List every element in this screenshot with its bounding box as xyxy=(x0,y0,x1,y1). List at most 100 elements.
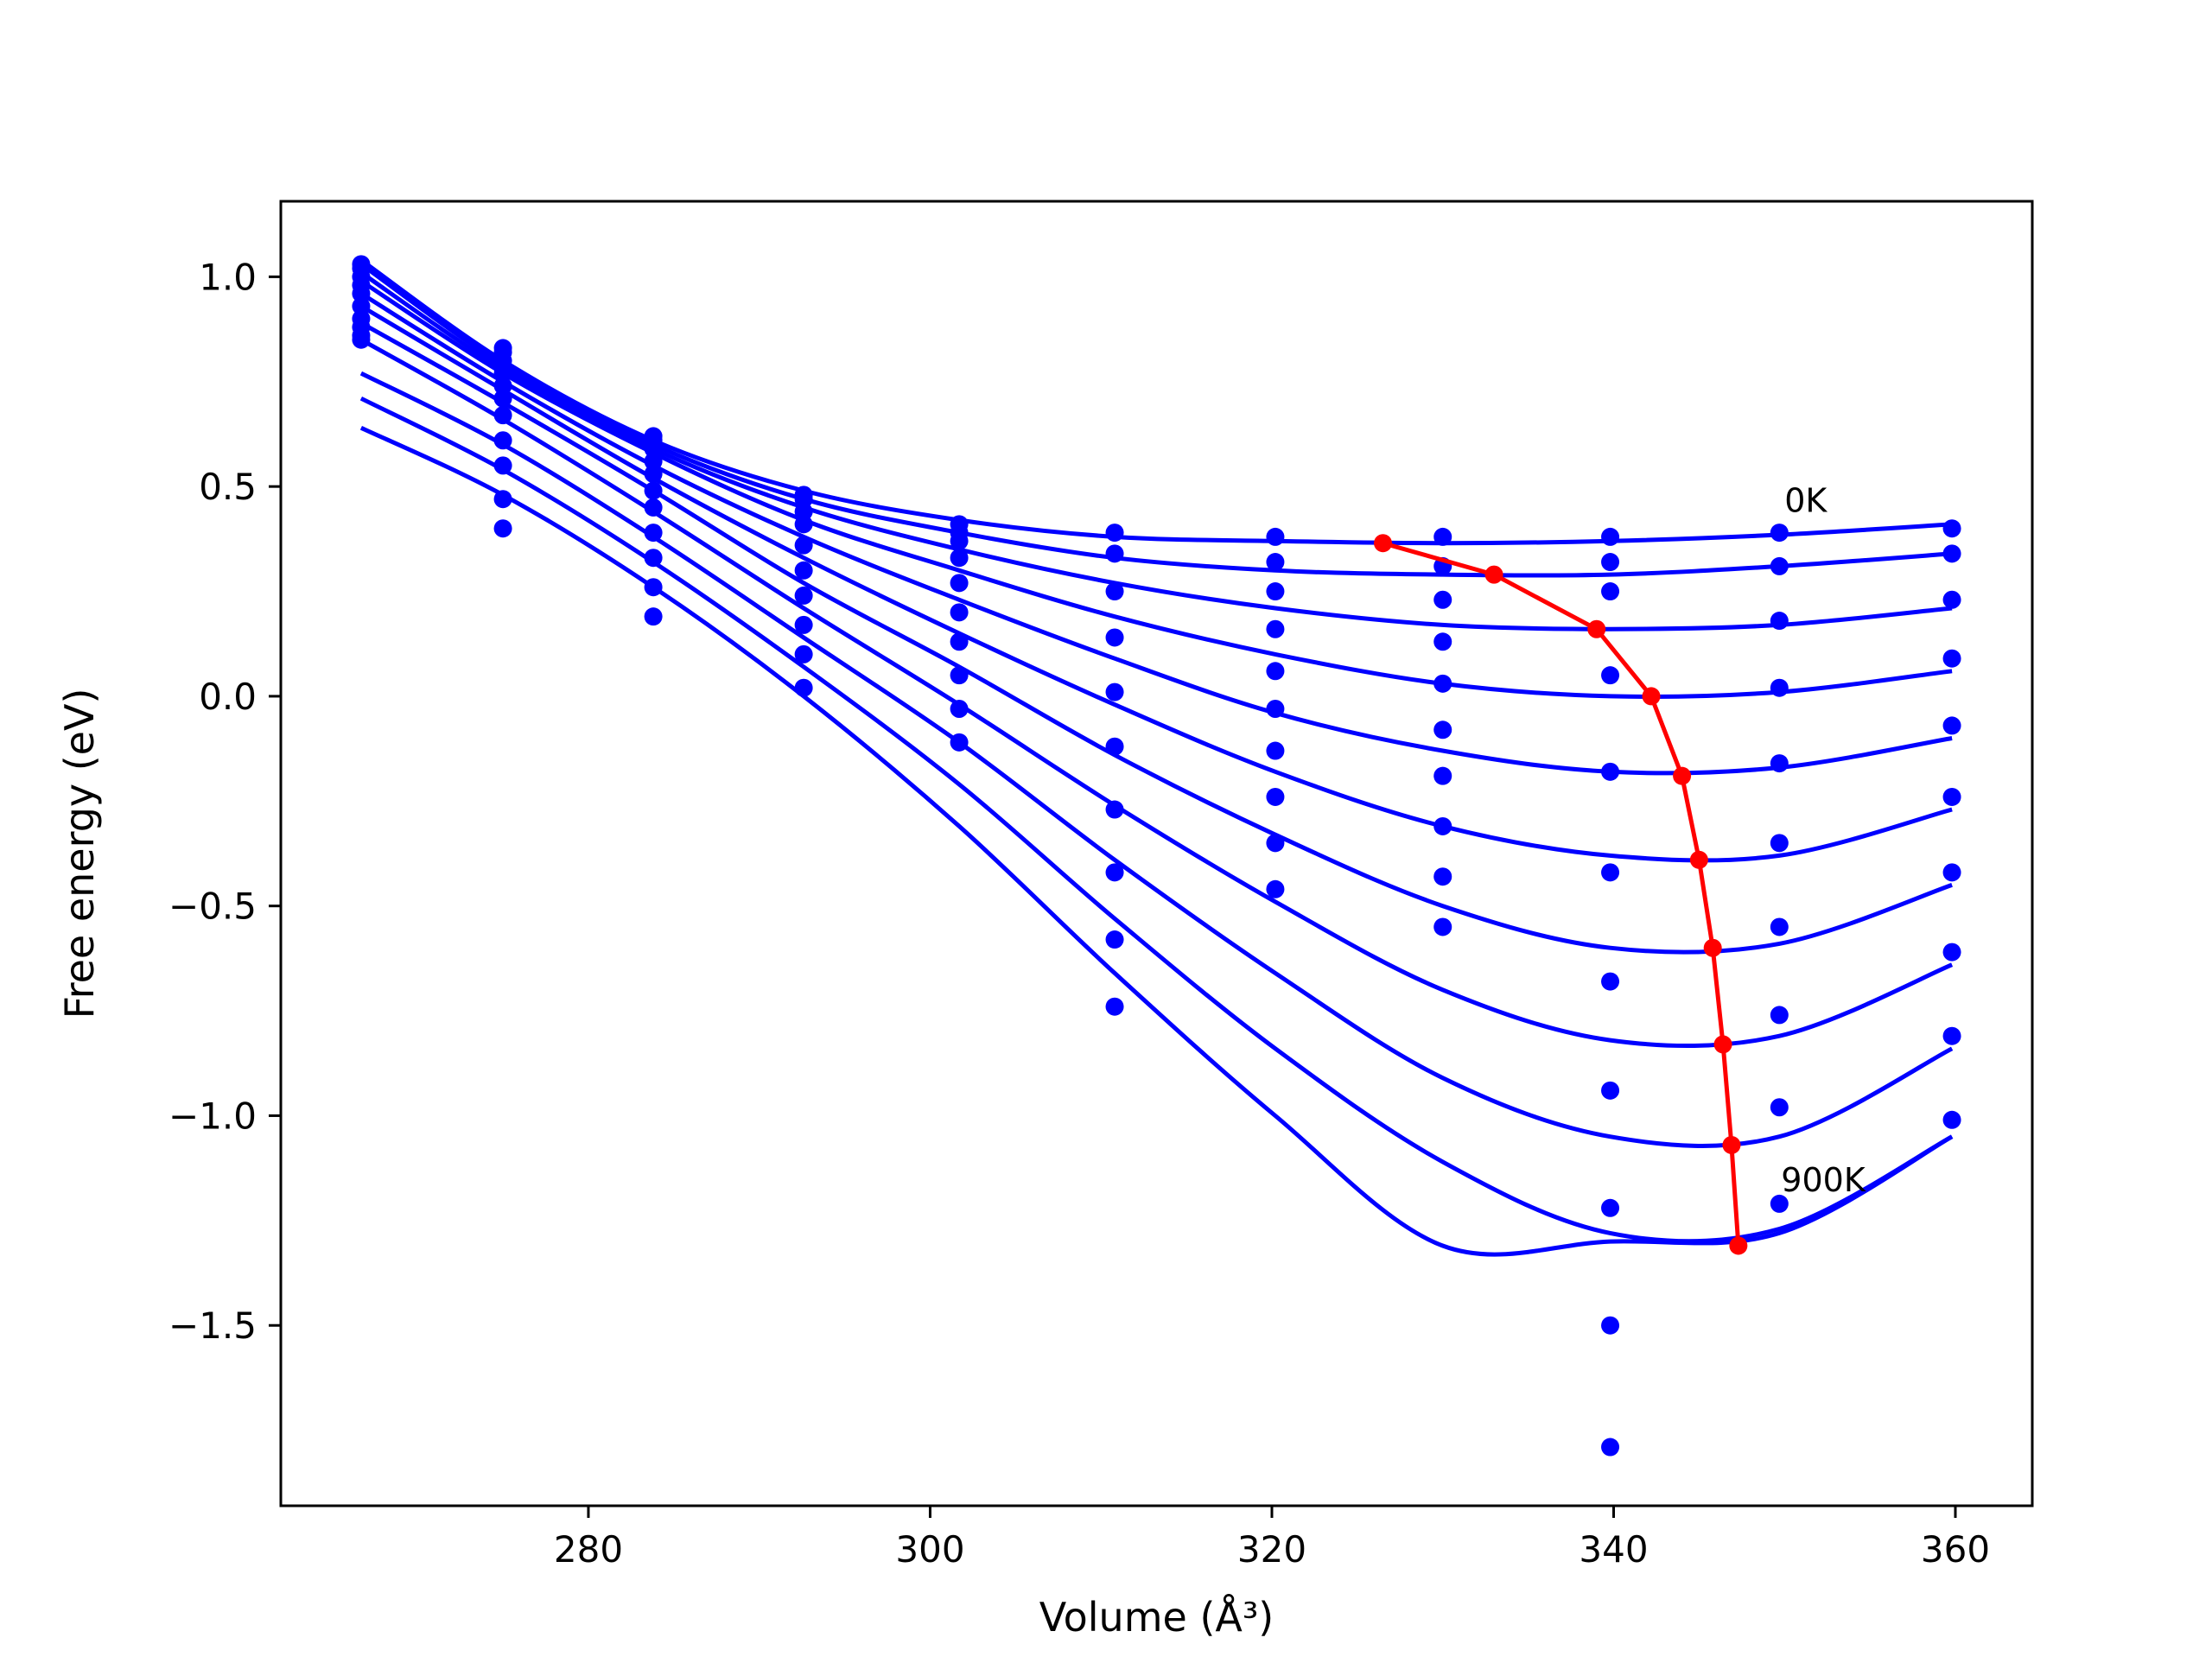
data-point-6-4 xyxy=(950,632,969,651)
fit-curve-10 xyxy=(359,425,1954,1257)
curve-annotation-1: 900K xyxy=(1781,1161,1866,1199)
data-point-6-8 xyxy=(1601,972,1620,991)
curve-annotation-0: 0K xyxy=(1784,481,1827,519)
data-point-8-2 xyxy=(644,549,663,568)
data-point-1-6 xyxy=(1266,553,1285,572)
data-point-6-3 xyxy=(794,586,813,605)
data-point-1-10 xyxy=(1942,544,1961,563)
data-point-9-7 xyxy=(1433,917,1452,936)
data-point-8-7 xyxy=(1433,867,1452,886)
data-point-7-4 xyxy=(950,666,969,685)
data-point-9-4 xyxy=(950,733,969,752)
data-point-8-4 xyxy=(950,699,969,718)
minimum-point-6 xyxy=(1703,938,1722,957)
data-point-10-8 xyxy=(1601,1438,1620,1457)
data-point-5-9 xyxy=(1770,834,1789,853)
plot-frame xyxy=(279,200,2034,1507)
fit-curve-5 xyxy=(359,304,1953,863)
data-point-5-10 xyxy=(1942,787,1961,806)
data-point-8-9 xyxy=(1770,1098,1789,1117)
data-point-4-6 xyxy=(1266,662,1285,681)
data-point-3-8 xyxy=(1601,666,1620,685)
data-point-3-9 xyxy=(1770,678,1789,697)
data-point-6-5 xyxy=(1105,800,1124,819)
data-point-8-1 xyxy=(493,456,512,475)
data-point-9-2 xyxy=(644,578,663,597)
y-tick-label-2: 0.0 xyxy=(199,676,257,718)
x-tick-label-320: 320 xyxy=(1237,1528,1306,1571)
data-point-2-5 xyxy=(1105,582,1124,601)
x-tick-label-340: 340 xyxy=(1579,1528,1648,1571)
minimum-point-8 xyxy=(1722,1135,1741,1154)
data-point-3-2 xyxy=(644,452,663,471)
data-point-4-0 xyxy=(352,284,371,303)
data-point-3-10 xyxy=(1942,649,1961,668)
minimum-point-2 xyxy=(1587,619,1606,638)
data-point-5-7 xyxy=(1433,720,1452,739)
data-point-2-4 xyxy=(950,531,969,550)
data-point-7-8 xyxy=(1601,1081,1620,1100)
data-point-5-8 xyxy=(1601,863,1620,882)
y-tick-label-3: −0.5 xyxy=(168,885,257,928)
minimum-point-5 xyxy=(1689,850,1708,869)
data-point-8-5 xyxy=(1105,930,1124,949)
data-point-5-1 xyxy=(493,389,512,408)
data-point-5-0 xyxy=(352,296,371,315)
data-point-6-2 xyxy=(644,498,663,517)
data-point-8-8 xyxy=(1601,1198,1620,1217)
data-point-7-1 xyxy=(493,431,512,450)
data-point-9-6 xyxy=(1266,879,1285,898)
data-point-4-3 xyxy=(794,536,813,555)
data-point-4-5 xyxy=(1105,682,1124,701)
data-point-7-9 xyxy=(1770,1006,1789,1025)
minimum-point-0 xyxy=(1374,534,1393,553)
data-point-0-6 xyxy=(1266,527,1285,546)
data-point-6-9 xyxy=(1770,917,1789,936)
points-layer xyxy=(352,255,1961,1457)
minimum-point-9 xyxy=(1729,1236,1748,1255)
data-point-2-2 xyxy=(644,439,663,458)
data-point-4-8 xyxy=(1601,762,1620,781)
fit-curve-4 xyxy=(359,291,1953,776)
minimum-point-1 xyxy=(1484,565,1503,584)
data-point-9-9 xyxy=(1770,1194,1789,1213)
data-point-5-3 xyxy=(794,561,813,580)
minimum-point-3 xyxy=(1642,687,1661,706)
fit-curve-3 xyxy=(359,279,1953,699)
fit-curve-8 xyxy=(359,371,1954,1148)
ticks-layer: 280 300 320 340 360 1.0 0.5 0.0 −0.5 −1.0 −1.5 xyxy=(168,256,1990,1571)
data-point-0-5 xyxy=(1105,524,1124,543)
data-point-8-6 xyxy=(1266,834,1285,853)
annotations-layer: 0K 900K xyxy=(1781,481,1866,1199)
data-point-7-6 xyxy=(1266,787,1285,806)
x-tick-label-280: 280 xyxy=(554,1528,623,1571)
data-point-9-3 xyxy=(794,678,813,697)
data-point-0-8 xyxy=(1601,527,1620,546)
data-point-1-3 xyxy=(794,490,813,509)
data-point-7-7 xyxy=(1433,816,1452,835)
data-point-4-2 xyxy=(644,465,663,484)
data-point-9-10 xyxy=(1942,1110,1961,1129)
data-point-6-6 xyxy=(1266,741,1285,760)
minimum-point-7 xyxy=(1713,1035,1732,1054)
data-point-2-9 xyxy=(1770,612,1789,631)
data-point-2-3 xyxy=(794,502,813,521)
minimum-line xyxy=(1382,541,1741,1247)
data-point-7-5 xyxy=(1105,863,1124,882)
data-point-9-0 xyxy=(352,330,371,349)
data-point-5-4 xyxy=(950,603,969,622)
data-point-9-5 xyxy=(1105,997,1124,1016)
data-point-3-7 xyxy=(1433,632,1452,651)
data-point-2-7 xyxy=(1433,590,1452,609)
x-tick-label-300: 300 xyxy=(895,1528,964,1571)
y-tick-label-5: −1.5 xyxy=(168,1304,257,1347)
data-point-6-1 xyxy=(493,406,512,425)
data-point-9-8 xyxy=(1601,1316,1620,1335)
data-point-5-5 xyxy=(1105,737,1124,756)
y-tick-label-1: 0.5 xyxy=(199,466,257,508)
data-point-0-10 xyxy=(1942,519,1961,538)
data-point-1-5 xyxy=(1105,544,1124,563)
data-point-1-8 xyxy=(1601,553,1620,572)
